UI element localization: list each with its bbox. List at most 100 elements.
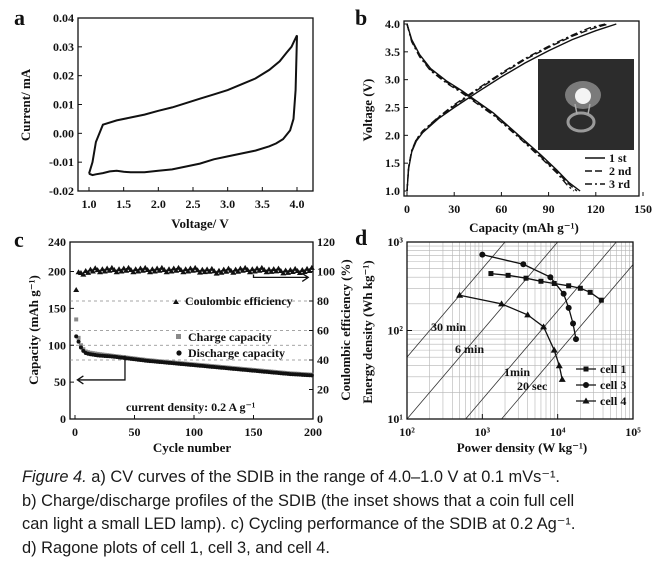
ragone-point-cell-1 — [598, 297, 604, 303]
x-tick-label-c: 150 — [245, 425, 263, 439]
x-tick-label-c: 200 — [304, 425, 322, 439]
y-axis-label-b: Voltage (V) — [360, 79, 375, 142]
y-tick-label-c: 150 — [48, 301, 66, 315]
ce-point-c — [246, 269, 253, 275]
ce-point-c — [206, 268, 213, 274]
ce-point-c — [89, 268, 96, 274]
ce-point-c — [256, 267, 263, 273]
ce-point-c — [199, 266, 206, 272]
panel-label-d: d — [355, 225, 367, 250]
y-tick-label-b: 2.0 — [385, 128, 400, 142]
ce-point-c — [306, 267, 313, 273]
led-bulb — [575, 88, 591, 104]
y-tick-label-c: 240 — [48, 235, 66, 249]
ce-point-c — [208, 265, 215, 271]
ce-point-c — [73, 286, 80, 292]
caption-line-1: Figure 4. a) CV curves of the SDIB in th… — [22, 466, 652, 490]
time-line-d — [407, 242, 559, 419]
ce-point-c — [285, 269, 292, 275]
ragone-point-cell-3 — [479, 251, 486, 258]
ce-point-c — [123, 267, 130, 273]
x-tick-label-a: 3.5 — [255, 197, 270, 211]
y-tick-label-d: 10¹ — [387, 412, 403, 426]
legend-label-d-3: cell 4 — [600, 394, 626, 408]
legend-marker-ce-c — [173, 299, 179, 304]
y2-tick-label-c: 80 — [317, 294, 329, 308]
ragone-point-cell-4 — [550, 346, 558, 353]
cv-curve-a-1 — [88, 34, 298, 174]
x-axis-label-d: Power density (W kg⁻¹) — [457, 440, 588, 455]
x-tick-label-d: 10⁵ — [625, 425, 641, 439]
x-tick-label-b: 90 — [543, 202, 555, 216]
ragone-point-cell-1 — [551, 280, 557, 286]
y2-tick-label-c: 40 — [317, 353, 329, 367]
x-tick-label-a: 1.0 — [82, 197, 97, 211]
y2-tick-label-c: 0 — [317, 412, 323, 426]
arrow-capacity-c — [77, 355, 126, 381]
ce-point-c — [139, 267, 146, 273]
y2-tick-label-c: 20 — [317, 383, 329, 397]
y-tick-label-d: 10³ — [387, 235, 403, 249]
ce-point-c — [289, 269, 296, 275]
ce-point-c — [80, 271, 87, 277]
ce-point-c — [213, 270, 220, 276]
time-label-30min-d: 30 min — [431, 320, 466, 334]
ce-point-c — [211, 268, 218, 274]
ce-point-c — [235, 268, 242, 274]
x-tick-label-b: 150 — [634, 202, 652, 216]
discharge-point-c — [309, 373, 314, 378]
ragone-point-cell-3 — [560, 290, 567, 297]
ce-point-c — [277, 267, 284, 273]
ce-point-c — [201, 269, 208, 275]
ragone-point-cell-1 — [523, 275, 529, 281]
caption-line-4: d) Ragone plots of cell 1, cell 3, and c… — [22, 538, 330, 557]
ragone-point-cell-3 — [547, 274, 554, 281]
ragone-point-cell-1 — [577, 285, 583, 291]
x-tick-label-c: 50 — [129, 425, 141, 439]
figure-caption: Figure 4. a) CV curves of the SDIB in th… — [22, 466, 652, 560]
y-tick-label-c: 100 — [48, 338, 66, 352]
ce-point-c — [85, 269, 92, 275]
y-tick-label-b: 3.5 — [385, 45, 400, 59]
ce-point-c — [196, 269, 203, 275]
x-axis-label-a: Voltage/ V — [171, 216, 229, 231]
y2-tick-label-c: 60 — [317, 324, 329, 338]
ce-point-c — [218, 269, 225, 275]
x-tick-label-c: 0 — [72, 425, 78, 439]
ce-point-c — [118, 268, 125, 274]
panel-label-c: c — [14, 227, 24, 252]
charge-point-c — [74, 317, 79, 322]
y-tick-label-b: 1.5 — [385, 156, 400, 170]
ce-point-c — [275, 265, 282, 271]
annotation-charge-c: Charge capacity — [188, 330, 272, 344]
y-tick-label-b: 2.5 — [385, 101, 400, 115]
x-tick-label-d: 10⁴ — [550, 425, 566, 439]
ragone-point-cell-3 — [570, 320, 577, 327]
legend-label-d-1: cell 1 — [600, 362, 626, 376]
ragone-point-cell-3 — [520, 261, 527, 268]
ragone-point-cell-4 — [524, 311, 532, 318]
time-label-6min-d: 6 min — [455, 342, 484, 356]
discharge-point-c — [78, 345, 83, 350]
ce-point-c — [263, 269, 270, 275]
ragone-point-cell-4 — [555, 362, 563, 369]
x-tick-label-a: 4.0 — [290, 197, 305, 211]
x-tick-label-a: 2.5 — [186, 197, 201, 211]
y-tick-label-a: -0.01 — [49, 155, 74, 169]
y-axis-label-c: Capacity (mAh g⁻¹) — [26, 275, 41, 385]
cv-curve-a-2 — [88, 35, 298, 177]
charge-point-c — [76, 335, 81, 340]
ce-point-c — [280, 270, 287, 276]
arrowhead-ce-c — [301, 272, 310, 282]
ce-point-c — [96, 269, 103, 275]
ce-point-c — [268, 268, 275, 274]
legend-label-b-1: 1 st — [609, 151, 627, 165]
inset-photo-b — [538, 59, 634, 150]
ce-point-c — [168, 268, 175, 274]
ce-point-c — [270, 266, 277, 272]
ragone-point-cell-3 — [565, 304, 572, 311]
ce-point-c — [273, 268, 280, 274]
ragone-point-cell-1 — [566, 283, 572, 289]
ragone-point-cell-4 — [456, 291, 464, 298]
arrow-ce-c — [252, 274, 309, 279]
